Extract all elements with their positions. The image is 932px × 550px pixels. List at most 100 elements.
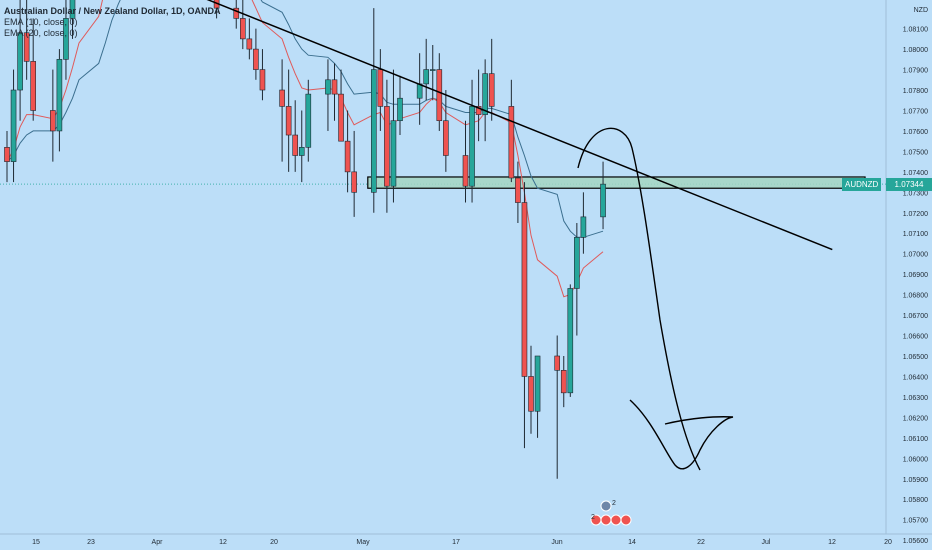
candle-body[interactable]	[351, 171, 357, 193]
candle-body[interactable]	[574, 237, 580, 289]
candle-body[interactable]	[377, 69, 384, 107]
candle-body[interactable]	[370, 69, 377, 193]
dividend-event-icon[interactable]	[600, 500, 612, 512]
y-tick-label: 1.07600	[903, 129, 928, 136]
candle-body[interactable]	[384, 106, 390, 187]
y-tick-label: 1.07300	[903, 190, 928, 197]
y-tick-label: 1.06700	[903, 313, 928, 320]
y-tick-label: 1.07700	[903, 108, 928, 115]
candle-body[interactable]	[475, 106, 482, 115]
candle-body[interactable]	[436, 69, 443, 122]
descending-trendline[interactable]	[204, 0, 833, 251]
event-badge-count: 2	[591, 514, 595, 521]
support-resistance-zone[interactable]	[367, 176, 866, 189]
candle-body[interactable]	[23, 32, 30, 62]
candle-body[interactable]	[344, 140, 351, 173]
candle-body[interactable]	[508, 106, 515, 179]
candle-body[interactable]	[285, 106, 292, 136]
y-tick-label: 1.06200	[903, 415, 928, 422]
candle-body[interactable]	[4, 147, 10, 162]
candle-body[interactable]	[515, 177, 521, 203]
candle-body[interactable]	[253, 48, 259, 70]
candle-body[interactable]	[10, 89, 17, 162]
y-tick-label: 1.07000	[903, 252, 928, 259]
candle-body[interactable]	[560, 370, 567, 394]
candle-body[interactable]	[534, 355, 541, 412]
candle-body[interactable]	[305, 93, 312, 148]
candle-body[interactable]	[482, 73, 488, 115]
candle-body[interactable]	[279, 89, 285, 107]
arrow-head-drawing[interactable]	[629, 399, 734, 470]
candle-body[interactable]	[63, 18, 69, 60]
candle-body[interactable]	[423, 69, 430, 85]
candle-body[interactable]	[416, 83, 423, 99]
candle-body[interactable]	[397, 97, 403, 122]
candle-body[interactable]	[69, 0, 76, 19]
candle-body[interactable]	[246, 38, 253, 50]
ema20-line[interactable]	[6, 0, 604, 238]
y-tick-label: 1.06300	[903, 395, 928, 402]
y-tick-label: 1.06400	[903, 374, 928, 381]
candle-body[interactable]	[331, 79, 338, 95]
candle-body[interactable]	[580, 216, 587, 238]
candle-body[interactable]	[240, 18, 246, 40]
candle-body[interactable]	[443, 120, 449, 156]
legend-ema10-row[interactable]: EMA (10, close, 0)	[4, 17, 221, 28]
zone-symbol-label: AUDNZD	[842, 178, 882, 192]
y-tick-label: 1.06800	[903, 293, 928, 300]
economic-event-icon[interactable]	[600, 514, 612, 526]
candle-body[interactable]	[338, 93, 344, 142]
currency-label: NZD	[914, 7, 928, 14]
legend-ema20-row[interactable]: EMA (20, close, 0)	[4, 28, 221, 39]
x-tick-label: Jun	[551, 539, 562, 546]
legend-symbol: Australian Dollar / New Zealand Dollar, …	[4, 6, 221, 16]
candle-body[interactable]	[390, 120, 397, 187]
economic-event-icon[interactable]	[620, 514, 632, 526]
y-tick-label: 1.07200	[903, 211, 928, 218]
x-tick-label: 22	[697, 539, 705, 546]
economic-event-icon[interactable]	[610, 514, 622, 526]
candle-body[interactable]	[325, 79, 331, 95]
candle-body[interactable]	[429, 69, 436, 71]
candle-body[interactable]	[50, 110, 56, 132]
x-tick-label: Apr	[152, 539, 164, 546]
candle-body[interactable]	[233, 7, 240, 19]
candle-body[interactable]	[554, 355, 561, 371]
candle-body[interactable]	[600, 183, 606, 218]
legend-symbol-row[interactable]: Australian Dollar / New Zealand Dollar, …	[4, 6, 221, 17]
y-tick-label: 1.08100	[903, 27, 928, 34]
candle-body[interactable]	[528, 376, 534, 412]
candle-body[interactable]	[298, 147, 305, 156]
candle-body[interactable]	[567, 288, 574, 394]
y-tick-label: 1.06100	[903, 436, 928, 443]
y-tick-label: 1.08000	[903, 47, 928, 54]
current-price-label: 1.07344	[886, 178, 932, 192]
candle-body[interactable]	[30, 61, 37, 111]
candle-body[interactable]	[259, 69, 266, 91]
candle-body[interactable]	[56, 59, 63, 132]
candle-body[interactable]	[17, 32, 23, 91]
candle-body[interactable]	[521, 202, 528, 377]
candle-body[interactable]	[292, 134, 299, 156]
legend-ema20: EMA (20, close, 0)	[4, 28, 78, 38]
y-tick-label: 1.07800	[903, 88, 928, 95]
y-tick-label: 1.06900	[903, 272, 928, 279]
candle-body[interactable]	[488, 73, 495, 107]
projection-curve[interactable]	[577, 127, 701, 471]
event-badge-count: 2	[612, 500, 616, 507]
candle-body[interactable]	[469, 106, 475, 187]
y-tick-label: 1.06500	[903, 354, 928, 361]
y-tick-label: 1.05600	[903, 538, 928, 545]
x-tick-label: 15	[32, 539, 40, 546]
candle-body[interactable]	[462, 155, 469, 187]
x-tick-label: 20	[884, 539, 892, 546]
candle-body[interactable]	[213, 0, 220, 9]
y-tick-label: 1.07500	[903, 149, 928, 156]
x-tick-label: 23	[87, 539, 95, 546]
x-tick-label: 12	[219, 539, 227, 546]
x-tick-label: 20	[270, 539, 278, 546]
y-tick-label: 1.06600	[903, 334, 928, 341]
